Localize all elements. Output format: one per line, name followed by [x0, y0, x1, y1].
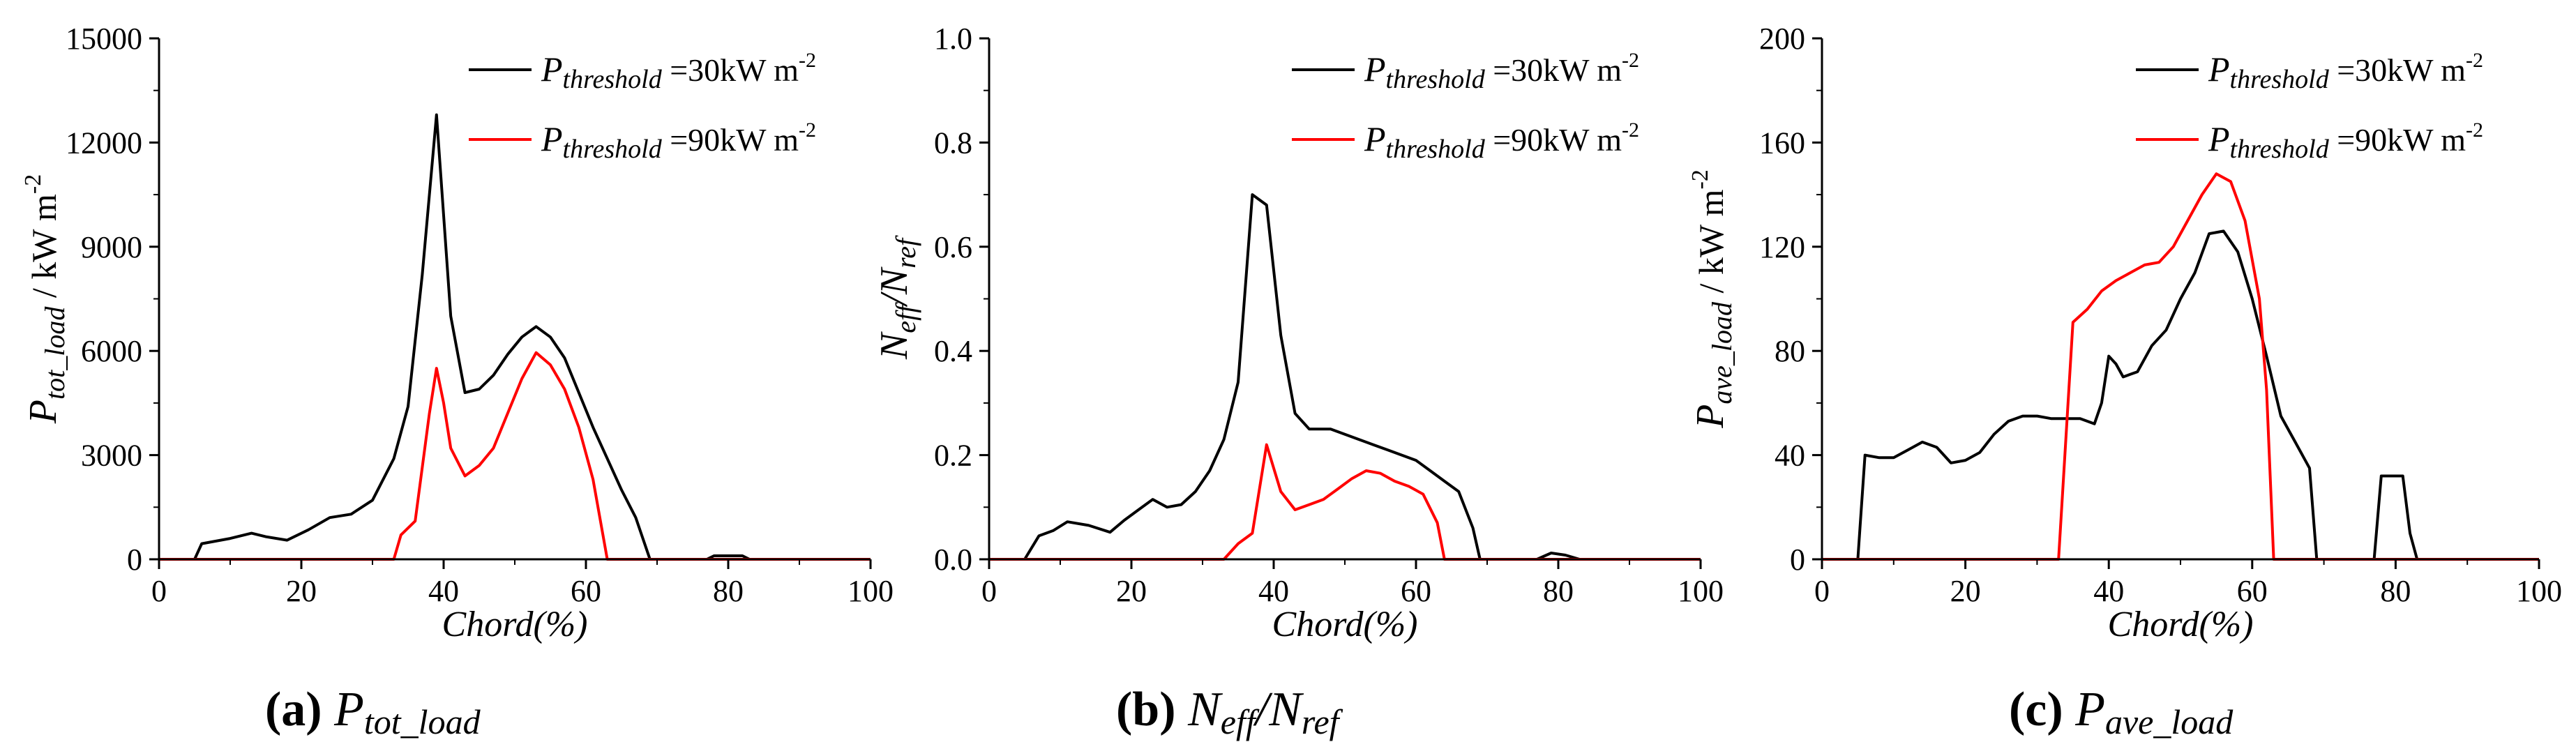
- x-tick-label: 60: [571, 574, 601, 608]
- x-tick-label: 80: [1543, 574, 1574, 608]
- x-axis-title: Chord(%): [442, 605, 588, 644]
- y-tick-label: 12000: [66, 126, 142, 160]
- x-tick-label: 80: [2380, 574, 2411, 608]
- x-tick-label: 20: [1950, 574, 1981, 608]
- series-line-90kw: [159, 351, 871, 561]
- y-tick-label: 0.8: [934, 126, 972, 160]
- x-tick-label: 80: [713, 574, 744, 608]
- x-tick-label: 100: [848, 574, 894, 608]
- y-tick-label: 0.6: [934, 230, 972, 264]
- x-tick-label: 0: [1814, 574, 1830, 608]
- y-tick-label: 200: [1759, 22, 1805, 56]
- chart-panel-b: 0 20 40 60 80 100 0.0 0.2 0.4 0.6 0.8 1.0 Chord(%) Ne…: [873, 22, 1724, 741]
- x-tick-label: 0: [151, 574, 167, 608]
- x-tick-label: 60: [2237, 574, 2268, 608]
- y-axis-title: Neff/Nref: [873, 235, 921, 360]
- series-line-30kw: [989, 193, 1701, 561]
- chart-panel-c: 0 20 40 60 80 100 0 40 80 120 160 200 Chord(%) Pave_l…: [1687, 22, 2562, 741]
- y-axis-title: Ptot_load / kW m-2: [20, 174, 70, 424]
- x-tick-label: 20: [1116, 574, 1147, 608]
- y-tick-label: 6000: [81, 334, 142, 368]
- y-tick-label: 0: [1790, 543, 1805, 577]
- series-line-90kw: [1822, 172, 2539, 561]
- y-tick-label: 160: [1759, 126, 1805, 160]
- series-line-30kw: [1822, 229, 2539, 561]
- legend-label-30kw: Pthreshold =30kW m-2: [2208, 49, 2483, 94]
- x-tick-label: 40: [1258, 574, 1289, 608]
- y-tick-label: 0.2: [934, 439, 972, 473]
- y-axis-title: Pave_load / kW m-2: [1687, 169, 1738, 429]
- legend-label-90kw: Pthreshold =90kW m-2: [2208, 119, 2483, 164]
- legend-label-30kw: Pthreshold =30kW m-2: [1364, 49, 1639, 94]
- panel-caption-a: (a) Ptot_load: [265, 683, 481, 741]
- y-tick-label: 80: [1775, 334, 1805, 368]
- y-tick-label: 3000: [81, 439, 142, 473]
- x-axis-title: Chord(%): [1272, 605, 1418, 644]
- series-line-30kw: [159, 113, 871, 561]
- x-tick-label: 40: [2093, 574, 2124, 608]
- y-tick-label: 120: [1759, 230, 1805, 264]
- legend-label-90kw: Pthreshold =90kW m-2: [541, 119, 816, 164]
- y-tick-label: 0.0: [934, 543, 972, 577]
- y-tick-label: 0.4: [934, 334, 972, 368]
- y-tick-label: 9000: [81, 230, 142, 264]
- x-tick-label: 100: [1678, 574, 1724, 608]
- chart-panel-a: 0 20 40 60 80 100 0 3000 6000 9000 12000 15000 Chord…: [20, 22, 894, 741]
- x-tick-label: 60: [1401, 574, 1431, 608]
- y-tick-label: 0: [127, 543, 142, 577]
- y-tick-label: 1.0: [934, 22, 972, 56]
- legend-label-30kw: Pthreshold =30kW m-2: [541, 49, 816, 94]
- x-tick-label: 20: [286, 574, 317, 608]
- legend-label-90kw: Pthreshold =90kW m-2: [1364, 119, 1639, 164]
- x-axis-title: Chord(%): [2108, 605, 2254, 644]
- panel-caption-b: (b) Neff/Nref: [1116, 683, 1343, 741]
- panel-caption-c: (c) Pave_load: [2009, 683, 2234, 741]
- y-tick-label: 40: [1775, 439, 1805, 473]
- x-tick-label: 100: [2516, 574, 2562, 608]
- x-tick-label: 0: [981, 574, 997, 608]
- y-tick-label: 15000: [66, 22, 142, 56]
- x-tick-label: 40: [428, 574, 459, 608]
- series-line-90kw: [989, 443, 1701, 561]
